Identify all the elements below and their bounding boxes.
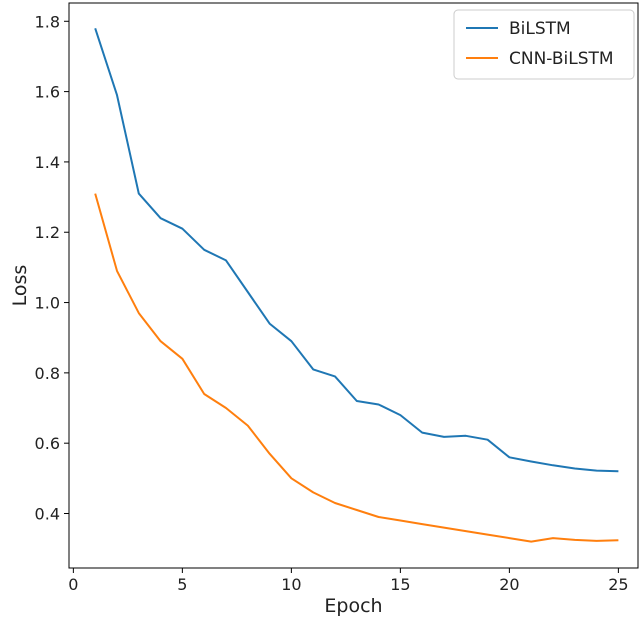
data-point-cnn-bilstm [552, 537, 554, 539]
data-point-bilstm [181, 228, 183, 230]
data-point-cnn-bilstm [269, 453, 271, 455]
data-point-cnn-bilstm [421, 523, 423, 525]
x-tick-label: 15 [390, 575, 410, 594]
data-point-cnn-bilstm [334, 502, 336, 504]
data-point-cnn-bilstm [596, 540, 598, 542]
data-point-cnn-bilstm [225, 407, 227, 409]
data-point-bilstm [94, 27, 96, 29]
data-point-cnn-bilstm [574, 539, 576, 541]
plot-area [94, 27, 619, 543]
data-point-cnn-bilstm [487, 534, 489, 536]
data-point-cnn-bilstm [399, 520, 401, 522]
y-tick-label: 0.6 [35, 434, 60, 453]
x-tick-label: 20 [499, 575, 519, 594]
y-tick-label: 1.6 [35, 83, 60, 102]
y-tick-label: 0.4 [35, 505, 60, 524]
legend-label: CNN-BiLSTM [509, 49, 614, 69]
data-point-bilstm [530, 460, 532, 462]
y-tick-label: 1.8 [35, 12, 60, 31]
legend-label: BiLSTM [509, 19, 571, 39]
data-point-cnn-bilstm [312, 491, 314, 493]
data-point-cnn-bilstm [465, 530, 467, 532]
y-axis: 0.4 0.6 0.8 1.0 1.2 1.4 1.6 1.8 [35, 12, 69, 524]
data-point-cnn-bilstm [443, 527, 445, 529]
data-point-cnn-bilstm [116, 270, 118, 272]
data-point-bilstm [574, 468, 576, 470]
data-point-bilstm [552, 464, 554, 466]
data-point-cnn-bilstm [617, 539, 619, 541]
data-point-cnn-bilstm [508, 537, 510, 539]
legend-box [453, 9, 635, 80]
data-point-bilstm [617, 470, 619, 472]
data-point-cnn-bilstm [530, 541, 532, 543]
data-point-bilstm [312, 368, 314, 370]
data-point-bilstm [443, 436, 445, 438]
data-point-cnn-bilstm [160, 340, 162, 342]
x-axis-title: Epoch [324, 595, 382, 617]
plot-frame [68, 2, 639, 569]
y-tick-label: 0.8 [35, 364, 60, 383]
data-point-cnn-bilstm [203, 393, 205, 395]
y-tick-label: 1.4 [35, 153, 60, 172]
y-tick-label: 1.0 [35, 294, 60, 313]
data-point-bilstm [290, 340, 292, 342]
data-point-cnn-bilstm [290, 477, 292, 479]
data-point-bilstm [225, 259, 227, 261]
data-point-cnn-bilstm [181, 358, 183, 360]
series-line-bilstm [94, 27, 619, 473]
data-point-cnn-bilstm [378, 516, 380, 518]
data-point-cnn-bilstm [356, 509, 358, 511]
x-tick-label: 25 [608, 575, 628, 594]
data-point-bilstm [247, 291, 249, 293]
x-tick-label: 0 [68, 575, 78, 594]
data-point-bilstm [160, 217, 162, 219]
data-point-cnn-bilstm [247, 425, 249, 427]
data-point-cnn-bilstm [138, 312, 140, 314]
data-point-bilstm [334, 375, 336, 377]
y-tick-label: 1.2 [35, 223, 60, 242]
data-point-bilstm [378, 404, 380, 406]
data-point-bilstm [269, 323, 271, 325]
data-point-bilstm [399, 414, 401, 416]
x-tick-label: 10 [281, 575, 301, 594]
data-point-bilstm [508, 456, 510, 458]
data-point-bilstm [465, 435, 467, 437]
data-point-bilstm [487, 439, 489, 441]
legend: BiLSTM CNN-BiLSTM [453, 9, 635, 80]
data-point-bilstm [356, 400, 358, 402]
data-point-bilstm [138, 193, 140, 195]
x-tick-label: 5 [177, 575, 187, 594]
data-point-cnn-bilstm [94, 193, 96, 195]
data-point-bilstm [421, 432, 423, 434]
data-point-bilstm [596, 470, 598, 472]
data-point-bilstm [203, 249, 205, 251]
x-axis: 0 5 10 15 20 25 [68, 568, 629, 594]
y-axis-title: Loss [9, 265, 31, 307]
data-point-bilstm [116, 94, 118, 96]
series-line-cnn-bilstm [94, 193, 619, 543]
